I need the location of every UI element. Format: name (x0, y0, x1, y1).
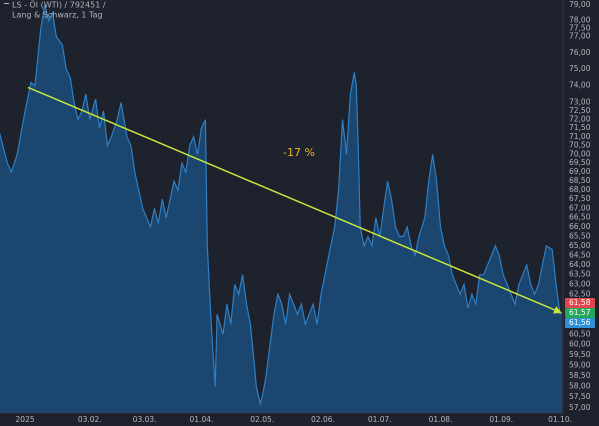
area (0, 5, 562, 413)
chart-title: LS - Öl (WTI) / 792451 / (12, 0, 106, 10)
y-tick-label: 65,50 (569, 231, 591, 240)
y-tick-label: 70,50 (569, 141, 591, 150)
y-tick-label: 62,50 (569, 289, 591, 298)
price-badge (565, 308, 595, 318)
price-badge (565, 298, 595, 308)
y-tick-label: 67,50 (569, 194, 591, 203)
x-tick-label: 01.10. (548, 415, 572, 424)
y-tick-label: 72,50 (569, 106, 591, 115)
y-tick-label: 66,50 (569, 213, 591, 222)
y-tick-label: 74,00 (569, 81, 591, 90)
price-badge-label: 61,58 (569, 298, 591, 307)
y-tick-label: 64,50 (569, 250, 591, 259)
x-tick-label: 02.05. (250, 415, 274, 424)
y-tick-label: 59,00 (569, 360, 591, 369)
y-tick-label: 57,50 (569, 392, 591, 401)
y-tick-label: 71,50 (569, 123, 591, 132)
y-tick-label: 71,00 (569, 132, 591, 141)
price-badge-label: 61,56 (569, 318, 591, 327)
y-tick-label: 67,00 (569, 203, 591, 212)
x-tick-label: 01.07. (368, 415, 392, 424)
y-tick-label: 77,00 (569, 32, 591, 41)
y-tick-label: 64,00 (569, 260, 591, 269)
price-badge (565, 318, 595, 328)
y-tick-label: 78,00 (569, 16, 591, 25)
y-tick-label: 58,00 (569, 382, 591, 391)
y-tick-label: 70,00 (569, 149, 591, 158)
y-tick-label: 68,00 (569, 185, 591, 194)
x-tick-label: 03.03. (133, 415, 157, 424)
y-tick-label: 79,00 (569, 0, 591, 9)
y-tick-label: 69,00 (569, 167, 591, 176)
y-tick-label: 60,50 (569, 329, 591, 338)
y-tick-label: 59,50 (569, 350, 591, 359)
x-tick-label: 2025 (16, 415, 35, 424)
menu-icon[interactable] (4, 3, 9, 4)
y-tick-label: 73,00 (569, 98, 591, 107)
trend-line (27, 86, 562, 314)
y-tick-label: 72,00 (569, 115, 591, 124)
annotation: -17 % (283, 146, 315, 159)
y-tick-label: 77,50 (569, 24, 591, 33)
y-tick-label: 58,50 (569, 371, 591, 380)
x-tick-label: 03.02. (78, 415, 102, 424)
y-tick-label: 75,00 (569, 64, 591, 73)
x-tick-label: 01.04. (190, 415, 214, 424)
y-tick-label: 69,50 (569, 158, 591, 167)
y-tick-label: 63,50 (569, 270, 591, 279)
y-tick-label: 63,00 (569, 279, 591, 288)
chart-subtitle: Lang & Schwarz, 1 Tag (12, 11, 103, 20)
y-tick-label: 68,50 (569, 176, 591, 185)
y-tick-label: 65,00 (569, 241, 591, 250)
y-tick-label: 66,00 (569, 222, 591, 231)
price-badge-label: 61,57 (569, 308, 591, 317)
y-tick-label: 60,00 (569, 340, 591, 349)
line (0, 4, 563, 407)
x-tick-label: 01.09. (489, 415, 513, 424)
x-tick-label: 02.06. (311, 415, 335, 424)
y-tick-label: 57,00 (569, 403, 591, 412)
plot-area (0, 4, 563, 413)
x-tick-label: 01.08. (429, 415, 453, 424)
y-tick-label: 76,00 (569, 48, 591, 57)
